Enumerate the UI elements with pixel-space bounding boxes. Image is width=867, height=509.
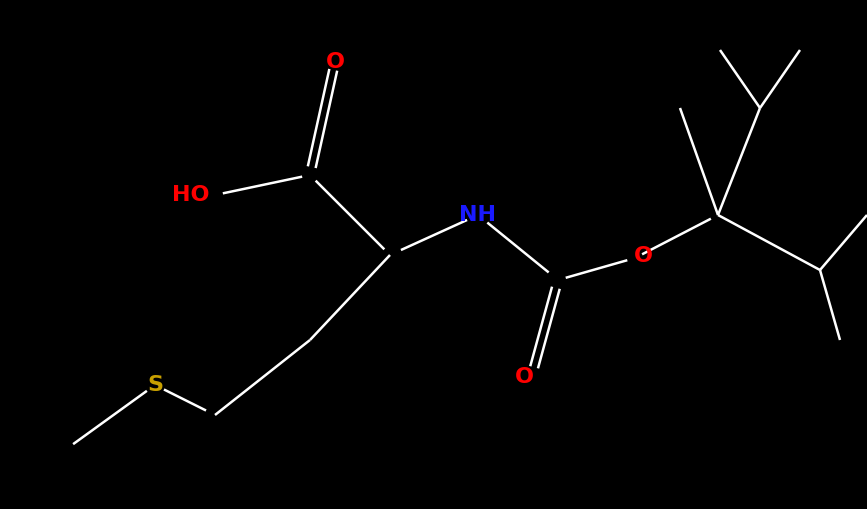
- Text: O: O: [634, 246, 653, 266]
- Text: HO: HO: [173, 185, 210, 205]
- Text: O: O: [514, 367, 533, 387]
- Text: S: S: [147, 375, 163, 395]
- Text: NH: NH: [460, 205, 497, 225]
- Text: O: O: [325, 52, 344, 72]
